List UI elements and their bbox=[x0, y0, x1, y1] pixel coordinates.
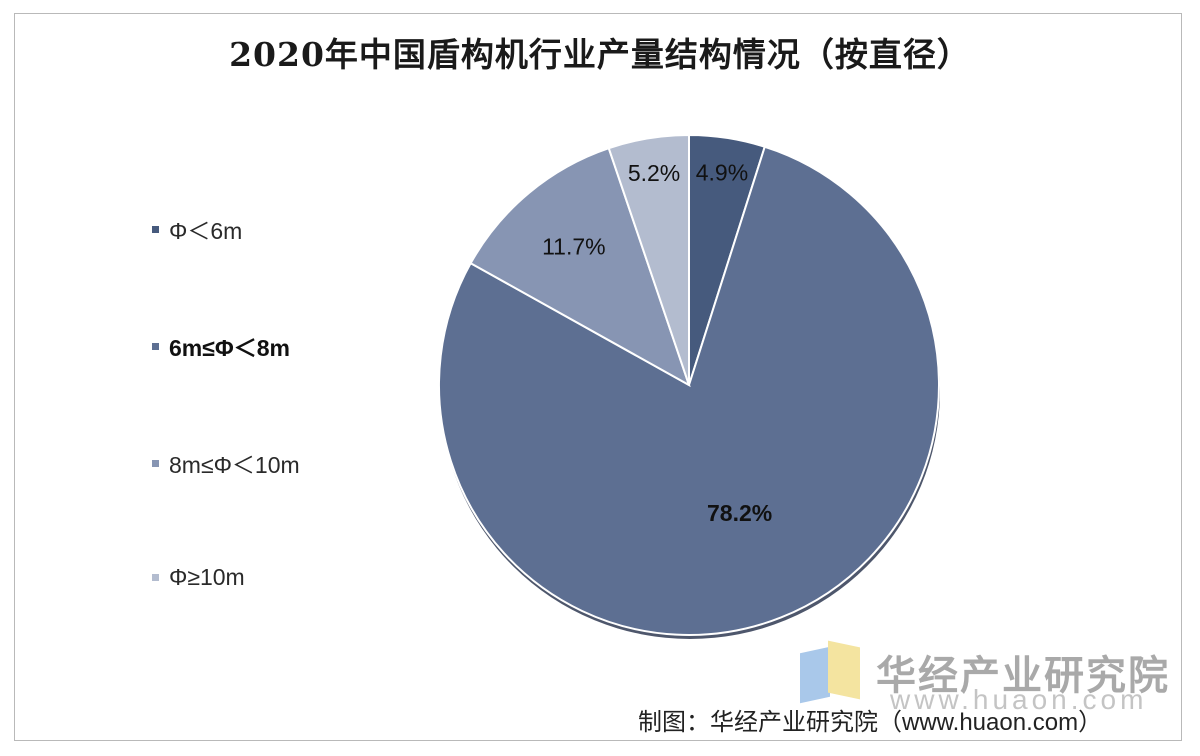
data-label-ge10: 5.2% bbox=[628, 160, 680, 186]
legend-item-lt6: Φ＜6m bbox=[152, 212, 242, 246]
huajing-logo-icon bbox=[800, 640, 862, 704]
legend-label-lt6: Φ＜6m bbox=[169, 218, 243, 244]
legend-swatch-6to8 bbox=[152, 342, 159, 350]
pie-slice-ge10 bbox=[607, 133, 690, 386]
data-label-6to8: 78.2% bbox=[707, 500, 772, 526]
pie-labels: 4.9% 78.2% 11.7% 5.2% bbox=[542, 160, 772, 526]
legend-item-ge10: Φ≥10m bbox=[152, 564, 245, 591]
legend-swatch-8to10 bbox=[152, 459, 159, 467]
legend-label-6to8: 6m≤Φ＜8m bbox=[169, 335, 290, 361]
pie-slice-8to10 bbox=[469, 146, 691, 388]
legend-label-8to10: 8m≤Φ＜10m bbox=[169, 452, 300, 478]
data-label-lt6: 4.9% bbox=[696, 160, 748, 186]
watermark: 华经产业研究院 bbox=[800, 640, 1170, 704]
legend-swatch-ge10 bbox=[152, 574, 159, 581]
chart-title: 2020年中国盾构机行业产量结构情况（按直径） bbox=[229, 35, 971, 74]
legend-item-6to8: 6m≤Φ＜8m bbox=[152, 329, 290, 363]
watermark-name: 华经产业研究院 bbox=[876, 654, 1170, 698]
pie-slices bbox=[438, 133, 940, 636]
source-note: 制图：华经产业研究院（www.huaon.com） bbox=[638, 709, 1103, 736]
watermark-url: www.huaon.com bbox=[890, 684, 1148, 715]
data-label-8to10: 11.7% bbox=[542, 234, 606, 260]
legend-swatch-lt6 bbox=[152, 225, 159, 233]
legend-item-8to10: 8m≤Φ＜10m bbox=[152, 446, 300, 480]
pie-slice-6to8 bbox=[438, 145, 940, 636]
legend-label-ge10: Φ≥10m bbox=[169, 564, 245, 590]
